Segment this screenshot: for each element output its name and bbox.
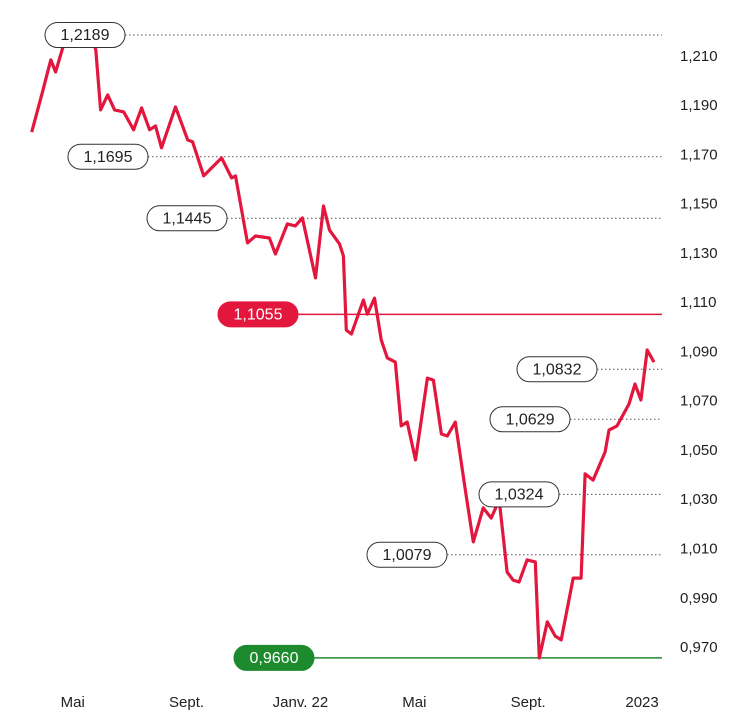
level-label: 1,1055: [234, 307, 283, 324]
level-pill: [44, 22, 126, 49]
y-tick-label: 1,010: [680, 541, 718, 558]
level-pill: [233, 644, 315, 671]
x-tick-label: Mai: [61, 694, 85, 711]
level-label: 1,1445: [163, 210, 212, 227]
x-tick-label: Sept.: [169, 694, 204, 711]
level-pill: [478, 481, 560, 508]
y-tick-label: 1,070: [680, 393, 718, 410]
level-label: 1,1695: [84, 149, 133, 166]
y-tick-label: 1,110: [680, 294, 716, 311]
price-line: [30, 33, 656, 660]
y-tick-label: 1,050: [680, 442, 718, 459]
y-tick-label: 1,130: [680, 245, 718, 262]
x-tick-label: Mai: [402, 694, 426, 711]
y-tick-label: 1,150: [680, 196, 718, 213]
x-tick-label: 2023: [625, 694, 658, 711]
level-pill: [67, 143, 149, 170]
level-label: 1,0832: [533, 361, 582, 378]
y-tick-label: 1,170: [680, 146, 718, 163]
level-pill: [489, 406, 571, 433]
y-tick-label: 1,210: [680, 48, 718, 65]
level-label: 1,0079: [383, 547, 432, 564]
y-tick-label: 1,190: [680, 97, 718, 114]
level-pill: [146, 205, 228, 232]
y-tick-label: 1,030: [680, 491, 718, 508]
x-tick-label: Janv. 22: [273, 694, 329, 711]
level-label: 1,2189: [61, 27, 110, 44]
y-tick-label: 1,090: [680, 343, 718, 360]
level-label: 0,9660: [250, 650, 299, 667]
y-tick-label: 0,990: [680, 590, 718, 607]
level-pill: [366, 541, 448, 568]
level-label: 1,0324: [495, 487, 544, 504]
level-label: 1,0629: [506, 411, 555, 428]
level-pill: [516, 356, 598, 383]
level-pill: [217, 301, 299, 328]
y-tick-label: 0,970: [680, 639, 718, 656]
x-tick-label: Sept.: [511, 694, 546, 711]
